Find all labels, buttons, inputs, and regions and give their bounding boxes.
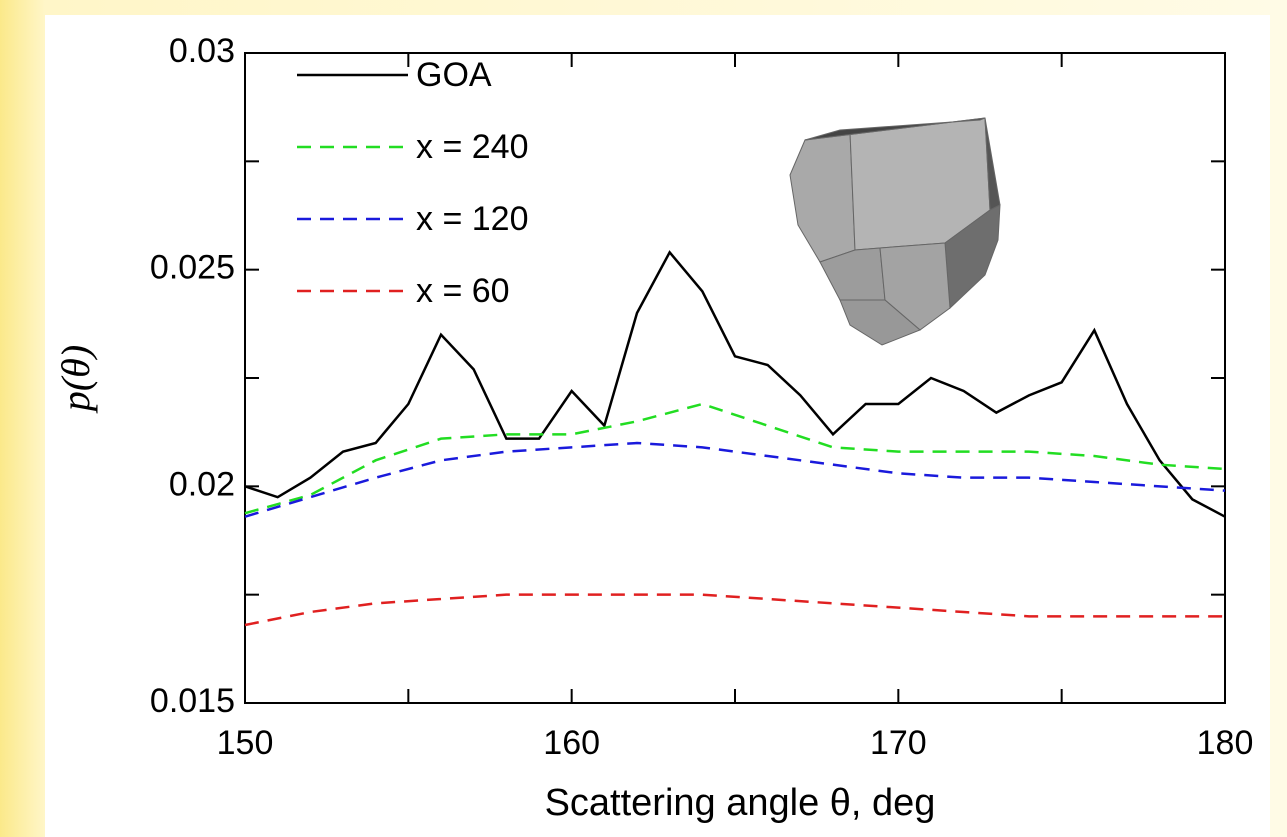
chart: Scattering angle θ, deg p(θ) 0.015 0.02 0.…: [0, 0, 1287, 837]
y-tick-label: 0.02: [169, 465, 235, 503]
x-tick-label: 170: [870, 724, 927, 762]
y-axis-label: p(θ): [53, 345, 98, 414]
y-tick-label: 0.025: [150, 249, 235, 287]
x-axis-label: Scattering angle θ, deg: [545, 782, 936, 824]
legend-label: x = 240: [416, 128, 528, 166]
x-tick-label: 180: [1197, 724, 1254, 762]
legend-label: x = 120: [416, 200, 528, 238]
x-tick-label: 160: [543, 724, 600, 762]
y-tick-label: 0.03: [169, 32, 235, 70]
page: {"chart_data": {"type": "line", "x_label…: [0, 0, 1287, 837]
y-tick-label: 0.015: [150, 682, 235, 720]
legend-label: GOA: [416, 56, 492, 94]
x-tick-label: 150: [217, 724, 274, 762]
legend-label: x = 60: [416, 272, 510, 310]
